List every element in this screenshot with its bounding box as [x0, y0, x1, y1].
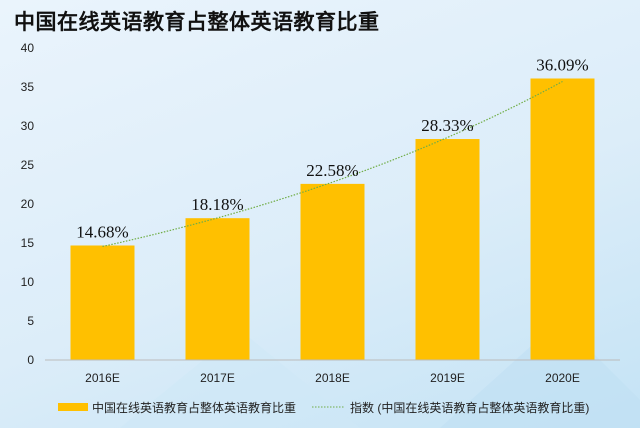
- x-tick-label: 2018E: [315, 371, 350, 385]
- data-label: 28.33%: [421, 116, 473, 135]
- y-tick-label: 20: [21, 197, 35, 211]
- chart-title: 中国在线英语教育占整体英语教育比重: [14, 11, 380, 34]
- bar-2018E: [300, 183, 365, 360]
- data-label: 22.58%: [306, 161, 358, 180]
- y-tick-label: 0: [27, 353, 34, 367]
- x-tick-label: 2020E: [545, 371, 580, 385]
- y-tick-label: 5: [27, 314, 34, 328]
- background-decoration: [120, 320, 640, 428]
- y-tick-label: 30: [21, 119, 35, 133]
- data-label: 18.18%: [191, 195, 243, 214]
- bar-2017E: [185, 218, 250, 360]
- x-tick-label: 2019E: [430, 371, 465, 385]
- data-label: 36.09%: [536, 55, 588, 74]
- y-tick-label: 25: [21, 158, 35, 172]
- legend-label-bars: 中国在线英语教育占整体英语教育比重: [92, 400, 296, 415]
- legend: 中国在线英语教育占整体英语教育比重 指数 (中国在线英语教育占整体英语教育比重): [58, 400, 589, 415]
- legend-swatch-bars: [58, 403, 88, 411]
- y-tick-label: 15: [21, 236, 35, 250]
- y-tick-label: 10: [21, 275, 35, 289]
- x-tick-label: 2017E: [200, 371, 235, 385]
- exponential-trendline: [102, 80, 563, 247]
- bar-2020E: [530, 78, 595, 361]
- y-tick-label: 35: [21, 80, 35, 94]
- y-tick-label: 40: [21, 41, 35, 55]
- bar-2016E: [70, 245, 135, 360]
- data-label: 14.68%: [76, 222, 128, 241]
- bar-2019E: [415, 139, 480, 360]
- legend-label-trendline: 指数 (中国在线英语教育占整体英语教育比重): [350, 400, 589, 415]
- x-tick-label: 2016E: [85, 371, 120, 385]
